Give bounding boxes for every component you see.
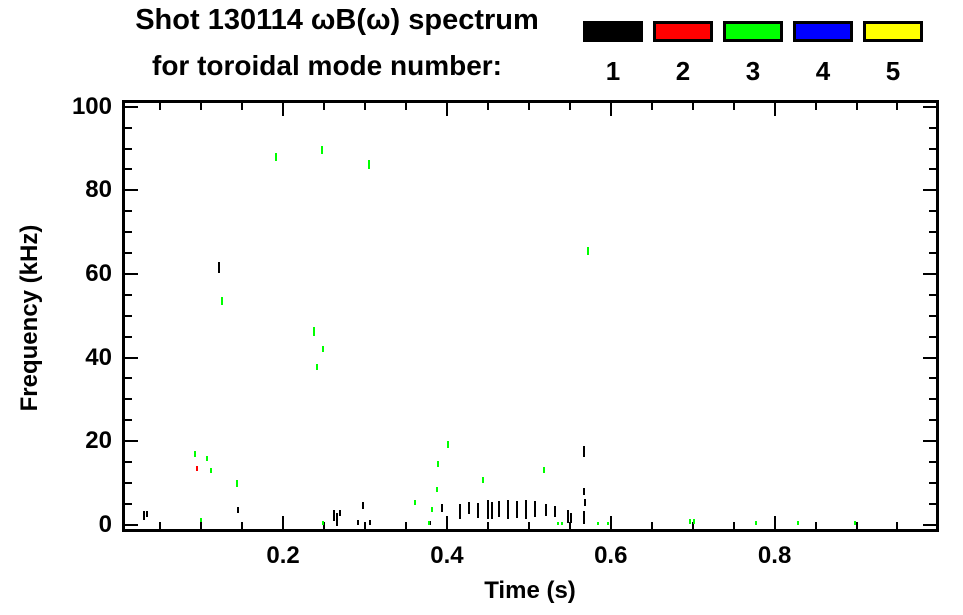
y-tick-label: 40	[85, 343, 112, 371]
y-tick-label: 0	[98, 510, 112, 538]
legend-label-n5: 5	[885, 56, 901, 86]
legend-swatch-n1	[583, 21, 643, 42]
legend-swatch-n4	[793, 21, 853, 42]
legend-label-n4: 4	[815, 56, 831, 86]
x-tick-label: 0.2	[266, 542, 300, 569]
plot-frame	[122, 100, 939, 532]
x-tick-label: 0.6	[594, 542, 628, 569]
legend-label-n2: 2	[675, 56, 691, 86]
legend-swatch-n5	[863, 21, 923, 42]
legend-label-n1: 1	[605, 56, 621, 86]
x-tick-label: 0.8	[757, 542, 792, 569]
y-tick-label: 100	[71, 92, 112, 120]
y-tick-label: 80	[85, 176, 112, 204]
x-tick-label: 0.4	[430, 542, 464, 569]
legend-label-n3: 3	[745, 56, 761, 86]
y-axis-title: Frequency (kHz)	[16, 224, 43, 412]
y-tick-label: 20	[85, 427, 112, 455]
legend-labels: 1 2 3 4 5	[583, 56, 923, 87]
legend-swatch-n2	[653, 21, 713, 42]
x-axis-title: Time (s)	[484, 577, 576, 604]
page-subtitle: for toroidal mode number:	[152, 50, 502, 81]
legend-swatch-n3	[723, 21, 783, 42]
legend-swatches	[583, 21, 923, 42]
page-title: Shot 130114 ωB(ω) spectrum	[135, 4, 539, 36]
y-tick-label: 60	[85, 259, 112, 287]
